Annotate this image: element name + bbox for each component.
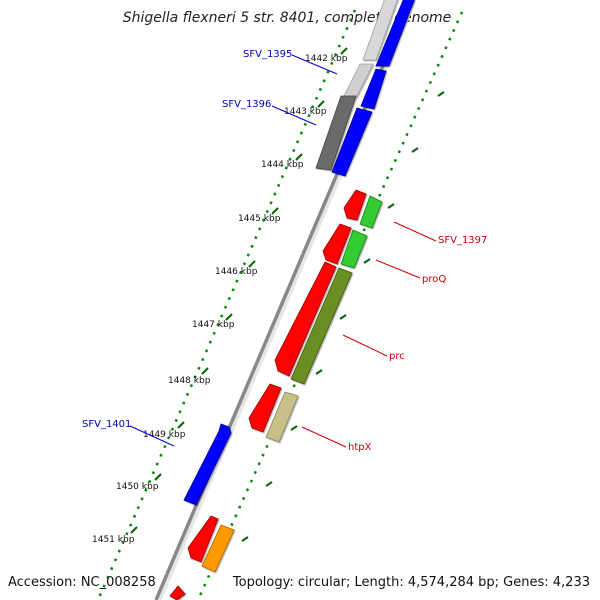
red-cds-sfv-1397[interactable] — [343, 189, 367, 221]
inner-major-tick — [387, 203, 395, 209]
gene-label-htpx[interactable]: htpX — [348, 442, 372, 453]
accession-text: Accession: NC_008258 — [8, 575, 156, 590]
light-gray-feature[interactable] — [342, 63, 374, 99]
tick-label: 1442 kbp — [305, 54, 348, 64]
right-leaders — [301, 221, 437, 448]
gene-label-sfv-1401[interactable]: SFV_1401 — [82, 419, 131, 430]
leader-line — [301, 426, 347, 448]
inner-major-tick — [290, 425, 298, 431]
red-cds — [169, 189, 367, 600]
leader-line — [393, 221, 437, 242]
gene-label-sfv-1396[interactable]: SFV_1396 — [222, 99, 271, 110]
leader-line — [342, 334, 388, 357]
red-cds-proq[interactable] — [322, 223, 352, 265]
major-tick — [154, 473, 162, 481]
inner-major-tick — [315, 369, 323, 375]
green-feature[interactable] — [359, 195, 383, 229]
tick-label: 1447 kbp — [192, 320, 235, 330]
blue-cds-sfv-1401[interactable] — [183, 423, 232, 506]
tick-labels: 1442 kbp 1443 kbp 1444 kbp 1445 kbp 1446… — [92, 54, 348, 545]
tick-label: 1449 kbp — [143, 430, 186, 440]
major-tick — [130, 526, 138, 534]
tick-label: 1445 kbp — [238, 214, 281, 224]
leader-line — [375, 259, 421, 279]
inner-major-tick — [411, 147, 419, 153]
gene-label-prc[interactable]: prc — [389, 351, 405, 362]
major-tick — [248, 260, 256, 268]
inner-major-ticks — [241, 91, 445, 542]
major-tick — [271, 207, 279, 215]
gene-label-sfv-1397[interactable]: SFV_1397 — [438, 235, 487, 246]
blue-cds-top — [331, 0, 415, 177]
red-cds[interactable] — [187, 515, 219, 563]
tick-label: 1451 kbp — [92, 535, 135, 545]
blue-cds[interactable] — [375, 0, 415, 67]
leader-line — [129, 425, 175, 447]
olive-feature[interactable] — [290, 267, 353, 385]
gene-label-sfv-1395[interactable]: SFV_1395 — [243, 49, 292, 60]
blue-cds[interactable] — [331, 107, 373, 177]
inner-major-tick — [241, 536, 249, 542]
inner-major-tick — [265, 481, 273, 487]
tick-label: 1444 kbp — [261, 160, 304, 170]
blue-cds-lower — [183, 423, 232, 506]
major-tick — [295, 153, 303, 161]
colored-features — [201, 195, 383, 573]
tick-label: 1448 kbp — [168, 376, 211, 386]
orange-feature[interactable] — [201, 524, 235, 573]
gene-label-proq[interactable]: proQ — [422, 274, 446, 285]
major-tick — [317, 100, 325, 108]
major-tick — [177, 421, 185, 429]
gray-features — [315, 0, 398, 171]
red-cds-prc[interactable] — [274, 261, 337, 377]
red-cds[interactable] — [169, 585, 186, 600]
light-gray-feature[interactable] — [362, 0, 398, 61]
inner-major-tick — [437, 91, 445, 97]
map-title: Shigella flexneri 5 str. 8401, complete … — [123, 10, 452, 26]
blue-cds[interactable] — [360, 68, 387, 110]
left-leaders — [129, 54, 338, 447]
tick-label: 1450 kbp — [116, 482, 159, 492]
leader-line — [271, 105, 317, 126]
major-tick — [340, 47, 348, 55]
inner-major-tick — [363, 258, 371, 264]
tick-label: 1446 kbp — [215, 267, 258, 277]
major-tick — [201, 367, 209, 375]
dark-gray-feature[interactable] — [315, 95, 357, 171]
khaki-feature[interactable] — [265, 391, 299, 443]
inner-major-tick — [339, 314, 347, 320]
major-tick — [225, 313, 233, 321]
green-feature[interactable] — [340, 229, 368, 269]
red-cds-htpx[interactable] — [248, 383, 282, 433]
leader-line — [291, 54, 338, 75]
tick-label: 1443 kbp — [284, 107, 327, 117]
major-ticks — [130, 47, 348, 534]
genome-summary-text: Topology: circular; Length: 4,574,284 bp… — [232, 575, 590, 590]
